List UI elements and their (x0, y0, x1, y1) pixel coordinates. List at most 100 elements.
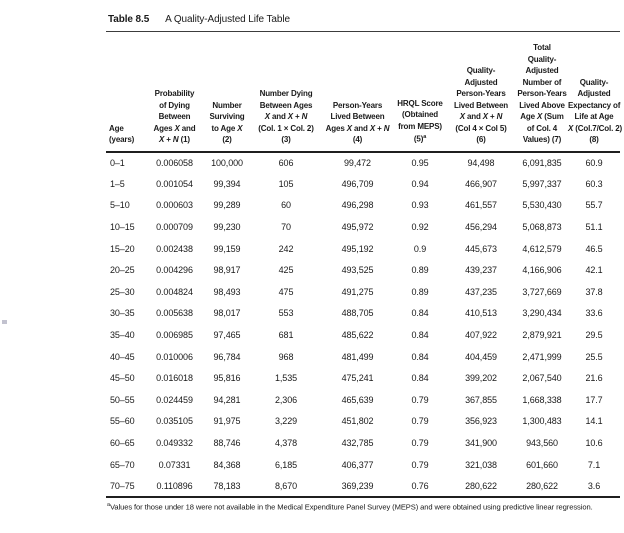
table-row: 55–60 0.035105 91,975 3,229 451,802 0.79 356,9… (106, 411, 620, 433)
cell-total-qa-person-years: 5,530,430 (522, 200, 562, 211)
table-row: 5–10 0.000603 99,289 60 496,298 0.93 461,557 5,… (106, 195, 620, 217)
cell-person-years: 475,241 (341, 373, 374, 384)
cell-age: 60–65 (110, 438, 135, 449)
cell-age: 25–30 (110, 286, 135, 297)
cell-hrql-score: 0.95 (411, 157, 429, 168)
cell-qa-life-expectancy: 25.5 (585, 351, 603, 362)
cell-number-dying: 70 (281, 222, 291, 233)
cell-number-dying: 60 (281, 200, 291, 211)
table-row: 25–30 0.004824 98,493 475 491,275 0.89 437,235… (106, 281, 620, 303)
life-table: Age (years) Probability of Dying Between Ages… (106, 32, 622, 498)
cell-number-dying: 475 (278, 286, 294, 297)
cell-age: 1–5 (110, 178, 125, 189)
table-header: Age (years) Probability of Dying Between Ages… (106, 32, 622, 153)
cell-age: 70–75 (110, 480, 135, 491)
cell-person-years: 493,525 (341, 265, 374, 276)
table-caption: Table 8.5 A Quality-Adjusted Life Table (106, 12, 620, 32)
cell-number-dying: 3,229 (274, 416, 298, 427)
table-row: 20–25 0.004296 98,917 425 493,525 0.89 439,237… (106, 259, 620, 281)
cell-total-qa-person-years: 4,612,579 (522, 243, 562, 254)
cell-hrql-score: 0.84 (411, 308, 429, 319)
cell-hrql-score: 0.89 (411, 265, 429, 276)
cell-person-years: 481,499 (341, 351, 374, 362)
cell-total-qa-person-years: 2,067,540 (522, 373, 562, 384)
cell-person-years: 99,472 (344, 157, 371, 168)
cell-number-surviving: 95,816 (213, 373, 241, 384)
cell-number-surviving: 100,000 (211, 157, 243, 168)
cell-number-dying: 8,670 (274, 480, 298, 491)
cell-hrql-score: 0.79 (411, 416, 429, 427)
cell-number-surviving: 78,183 (213, 480, 241, 491)
cell-hrql-score: 0.84 (411, 373, 429, 384)
column-header-person-years: Person-Years Lived Between Ages X and X + … (321, 32, 394, 153)
cell-qa-person-years: 399,202 (465, 373, 497, 384)
cell-person-years: 491,275 (341, 286, 374, 297)
cell-hrql-score: 0.94 (411, 178, 429, 189)
cell-number-surviving: 99,394 (213, 178, 241, 189)
cell-qa-person-years: 437,235 (465, 286, 497, 297)
cell-qa-person-years: 439,237 (465, 265, 497, 276)
cell-total-qa-person-years: 5,997,337 (522, 178, 562, 189)
cell-hrql-score: 0.89 (411, 286, 429, 297)
cell-prob-dying: 0.07331 (158, 459, 191, 470)
cell-prob-dying: 0.002438 (156, 243, 193, 254)
cell-number-dying: 105 (278, 178, 294, 189)
cell-number-surviving: 98,493 (213, 286, 241, 297)
column-header-qa-life-expectancy: Quality- Adjusted Expectancy of Life at Age… (568, 32, 622, 153)
cell-total-qa-person-years: 6,091,835 (522, 157, 562, 168)
cell-person-years: 496,709 (341, 178, 374, 189)
cell-prob-dying: 0.049332 (156, 438, 193, 449)
column-header-total-qa-person-years: Total Quality- Adjusted Number of Person-Yea… (516, 32, 568, 153)
cell-number-surviving: 97,465 (213, 330, 241, 341)
cell-number-dying: 681 (278, 330, 294, 341)
cell-qa-person-years: 466,907 (465, 178, 497, 189)
column-header-number-surviving: Number Surviving to Age X (2) (203, 32, 251, 153)
cell-qa-person-years: 461,557 (465, 200, 497, 211)
column-header-qa-person-years: Quality- Adjusted Person-Years Lived Betwee… (446, 32, 516, 153)
cell-total-qa-person-years: 4,166,906 (522, 265, 562, 276)
cell-qa-life-expectancy: 37.8 (585, 286, 603, 297)
cell-age: 65–70 (110, 459, 135, 470)
cell-qa-life-expectancy: 29.5 (585, 330, 603, 341)
cell-total-qa-person-years: 280,622 (526, 480, 558, 491)
cell-qa-life-expectancy: 51.1 (585, 222, 603, 233)
cell-hrql-score: 0.84 (411, 351, 429, 362)
cell-prob-dying: 0.110896 (156, 480, 193, 491)
cell-qa-person-years: 367,855 (465, 394, 497, 405)
cell-person-years: 495,972 (341, 222, 374, 233)
cell-age: 20–25 (110, 265, 135, 276)
cell-qa-life-expectancy: 17.7 (585, 394, 603, 405)
table-number: Table 8.5 (108, 14, 150, 25)
cell-qa-life-expectancy: 10.6 (585, 438, 603, 449)
cell-qa-person-years: 407,922 (465, 330, 497, 341)
cell-age: 40–45 (110, 351, 135, 362)
cell-number-dying: 6,185 (274, 459, 298, 470)
cell-total-qa-person-years: 5,068,873 (522, 222, 562, 233)
cell-prob-dying: 0.004296 (156, 265, 193, 276)
cell-qa-person-years: 356,923 (465, 416, 497, 427)
cell-hrql-score: 0.79 (411, 394, 429, 405)
cell-prob-dying: 0.006985 (156, 330, 193, 341)
quality-adjusted-life-table-block: Table 8.5 A Quality-Adjusted Life Table A… (106, 12, 622, 512)
cell-qa-life-expectancy: 7.1 (587, 459, 601, 470)
cell-hrql-score: 0.9 (413, 243, 427, 254)
cell-qa-person-years: 341,900 (465, 438, 497, 449)
table-row: 15–20 0.002438 99,159 242 495,192 0.9 445,673 4… (106, 238, 620, 260)
cell-qa-person-years: 321,038 (465, 459, 497, 470)
cell-hrql-score: 0.79 (411, 438, 429, 449)
cell-age: 55–60 (110, 416, 135, 427)
cell-person-years: 488,705 (341, 308, 374, 319)
footnote-marker: a (107, 502, 110, 508)
cell-prob-dying: 0.016018 (156, 373, 193, 384)
table-row: 1–5 0.001054 99,394 105 496,709 0.94 466,907 5,… (106, 173, 620, 195)
cell-total-qa-person-years: 1,668,338 (522, 394, 562, 405)
cell-person-years: 495,192 (341, 243, 374, 254)
cell-total-qa-person-years: 943,560 (526, 438, 558, 449)
cell-prob-dying: 0.004824 (156, 286, 193, 297)
cell-age: 30–35 (110, 308, 135, 319)
cell-person-years: 496,298 (341, 200, 374, 211)
cell-number-surviving: 99,159 (213, 243, 241, 254)
table-row: 70–75 0.110896 78,183 8,670 369,239 0.76 280,6… (106, 475, 620, 497)
cell-total-qa-person-years: 3,290,434 (522, 308, 562, 319)
cell-qa-life-expectancy: 3.6 (587, 480, 601, 491)
